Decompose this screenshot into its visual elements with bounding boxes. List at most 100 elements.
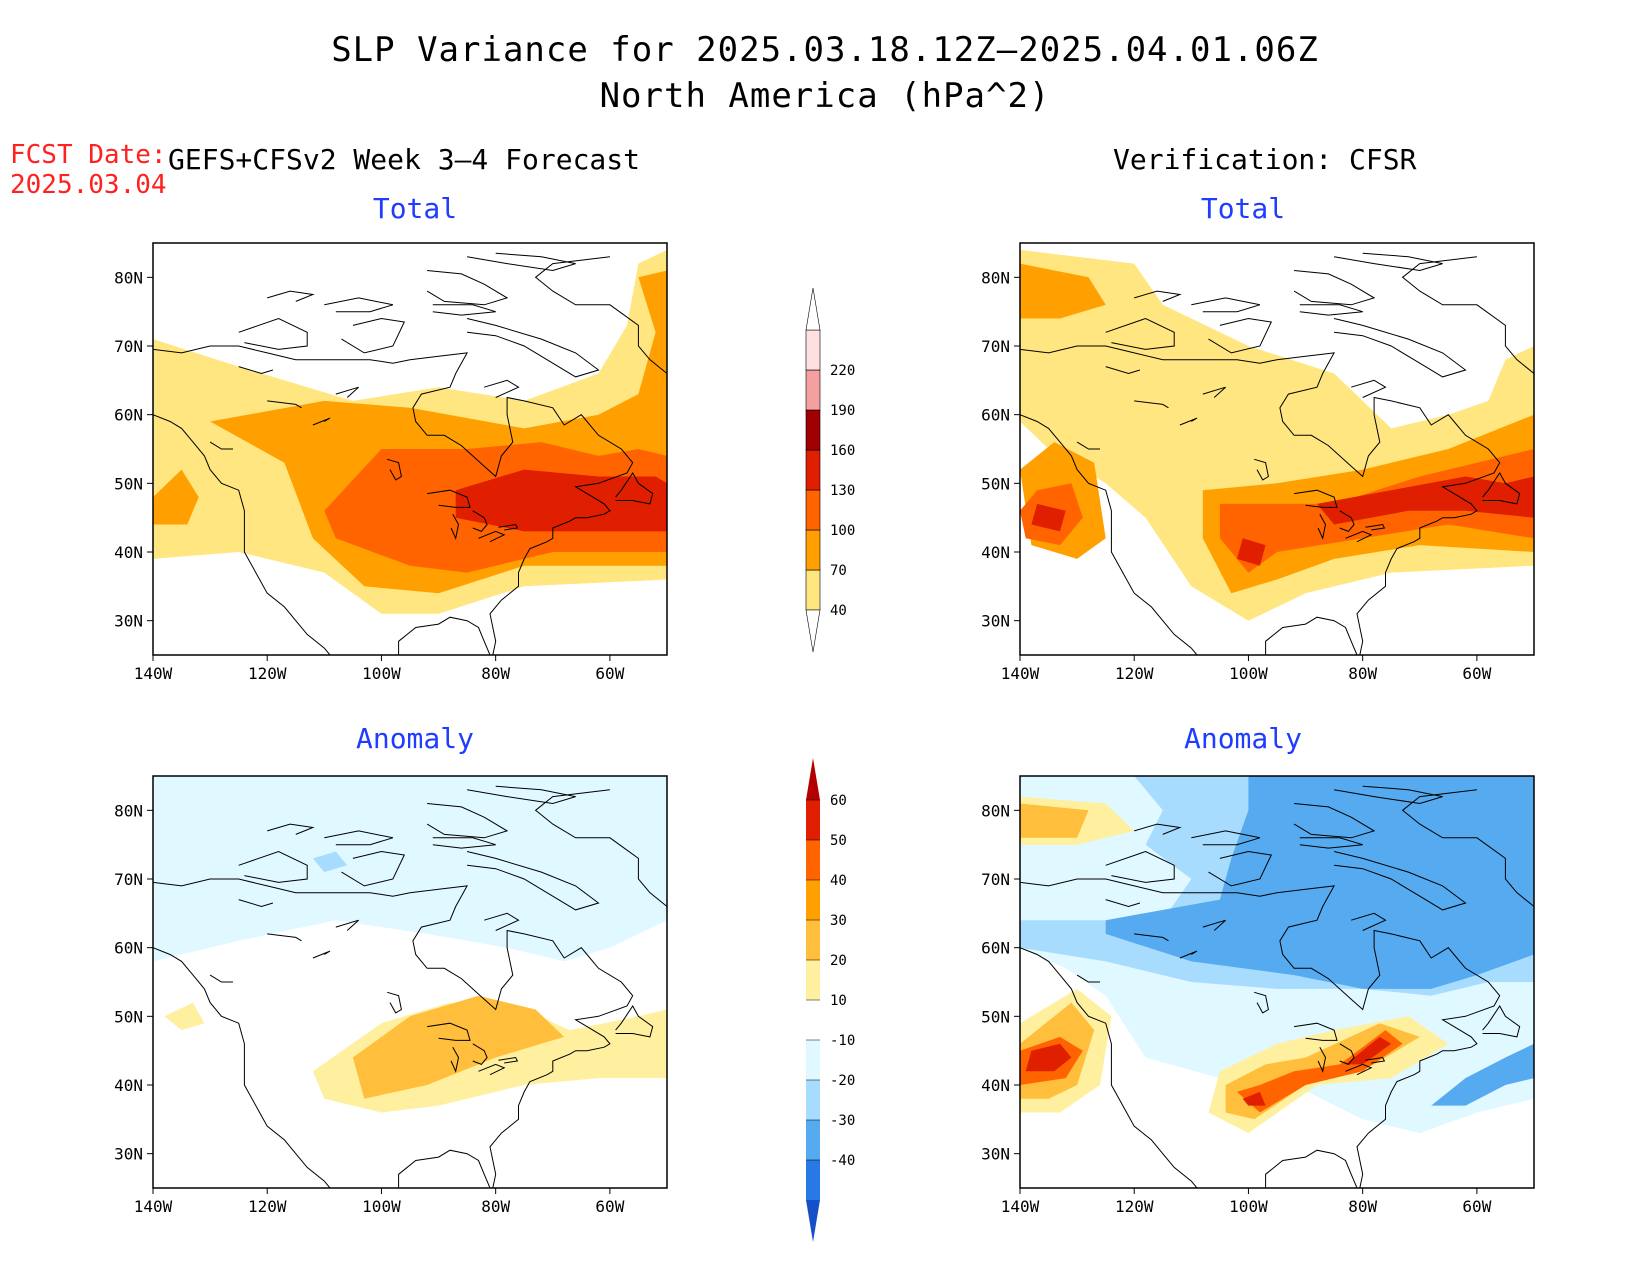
y-tick-label: 30N <box>114 612 143 631</box>
panel-title-verification-anomaly: Anomaly <box>1183 722 1302 755</box>
colorbar-swatch <box>806 1000 820 1040</box>
coastline <box>1299 304 1363 316</box>
panel-frame <box>152 775 668 1189</box>
map-panel-verification-anomaly: 140W 120W 100W 80W 60W 80N 70N 60N 50N 40N 30N <box>981 775 1535 1216</box>
coastline <box>466 318 600 378</box>
x-tick-label: 120W <box>1115 664 1154 683</box>
coastline <box>1179 417 1198 426</box>
coastline <box>1020 878 1501 1188</box>
x-tick-label: 80W <box>1348 1197 1377 1216</box>
colorbar-label: 10 <box>830 993 847 1009</box>
coastline <box>1208 317 1273 354</box>
panel-title-forecast-total: Total <box>372 192 458 225</box>
x-tick-label: 140W <box>134 1197 173 1216</box>
panel-frame <box>152 242 668 656</box>
x-tick-label: 100W <box>362 1197 401 1216</box>
coastline <box>1365 1056 1386 1064</box>
coastline <box>1254 458 1269 481</box>
coastline <box>1020 345 1501 655</box>
colorbar-swatch <box>806 920 820 960</box>
coastline <box>153 878 634 1188</box>
coastline <box>238 850 308 883</box>
coastline <box>1299 837 1363 849</box>
coastline <box>387 458 402 481</box>
coastline <box>1317 513 1327 540</box>
coastline <box>267 823 315 835</box>
coastline <box>1333 318 1467 378</box>
coastline <box>427 489 471 508</box>
coastline <box>1293 270 1376 306</box>
coastline <box>312 950 331 959</box>
coastline <box>238 366 274 375</box>
coastline <box>209 441 233 450</box>
y-tick-label: 70N <box>981 337 1010 356</box>
y-tick-label: 40N <box>114 1076 143 1095</box>
map-panel-forecast-anomaly: 140W 120W 100W 80W 60W 80N 70N 60N 50N 40N 30N <box>114 775 668 1216</box>
coastline <box>209 974 233 983</box>
coastline <box>1317 1046 1327 1073</box>
colorbar-label: -30 <box>830 1113 855 1129</box>
coastline <box>1191 830 1261 846</box>
map-panel-forecast-total: 140W 120W 100W 80W 60W 80N 70N 60N 50N 40N 30N <box>114 242 668 683</box>
coastline <box>1076 974 1100 983</box>
y-tick-label: 60N <box>114 939 143 958</box>
coastline <box>312 417 331 426</box>
forecast-date: FCST Date: 2025.03.04 <box>10 140 167 200</box>
contour-region-20 <box>1020 803 1089 838</box>
colorbar-label: 30 <box>830 913 847 929</box>
contour-region-neg30 <box>1431 1043 1534 1106</box>
y-tick-label: 40N <box>981 543 1010 562</box>
panel-title-verification-total: Total <box>1200 192 1286 225</box>
main-title: SLP Variance for 2025.03.18.12Z–2025.04.… <box>331 30 1319 70</box>
coastline <box>1293 803 1376 839</box>
x-tick-label: 120W <box>1115 1197 1154 1216</box>
contour-region-neg10 <box>153 776 667 962</box>
colorbar-swatch <box>806 840 820 880</box>
coastline <box>267 290 315 302</box>
x-tick-label: 60W <box>1462 1197 1491 1216</box>
coastline <box>1208 850 1273 887</box>
y-tick-label: 80N <box>114 268 143 287</box>
coastline <box>472 510 488 532</box>
contour-region-40 <box>1237 1030 1403 1113</box>
coastline <box>398 616 491 655</box>
coastline <box>1365 523 1386 531</box>
coastline <box>267 400 302 409</box>
contour-region-130 <box>1237 538 1266 566</box>
x-tick-label: 60W <box>595 664 624 683</box>
y-tick-label: 60N <box>981 939 1010 958</box>
y-tick-label: 70N <box>114 870 143 889</box>
x-tick-label: 60W <box>595 1197 624 1216</box>
coastline <box>341 317 406 354</box>
colorbar-label: 20 <box>830 953 847 969</box>
colorbar-label: 70 <box>830 563 847 579</box>
y-tick-label: 30N <box>981 1145 1010 1164</box>
colorbar-swatch <box>806 960 820 1000</box>
coastline <box>1134 290 1182 302</box>
y-tick-label: 80N <box>981 801 1010 820</box>
colorbar-swatch <box>805 329 821 371</box>
coastline <box>1105 850 1175 883</box>
coastline <box>1105 366 1141 375</box>
colorbar-swatch <box>806 1120 820 1160</box>
contour-region-neg20 <box>312 851 348 873</box>
coastline <box>1105 899 1141 908</box>
coastline <box>498 1056 519 1064</box>
coastline <box>1020 947 1198 1188</box>
y-tick-label: 40N <box>981 1076 1010 1095</box>
coastline <box>398 1149 491 1188</box>
coastline <box>615 472 654 505</box>
colorbar-label: 190 <box>830 403 855 419</box>
coastline <box>1351 379 1387 398</box>
colorbar-swatch <box>806 1160 820 1200</box>
coastline <box>1482 1005 1521 1038</box>
coastline <box>615 1005 654 1038</box>
x-tick-label: 60W <box>1462 664 1491 683</box>
x-tick-label: 140W <box>1001 1197 1040 1216</box>
contour-region-20 <box>352 995 565 1099</box>
coastline <box>534 789 667 908</box>
forecast-date-label: FCST Date: <box>10 140 167 170</box>
y-tick-label: 80N <box>981 268 1010 287</box>
coastline <box>324 297 394 313</box>
x-tick-label: 140W <box>1001 664 1040 683</box>
